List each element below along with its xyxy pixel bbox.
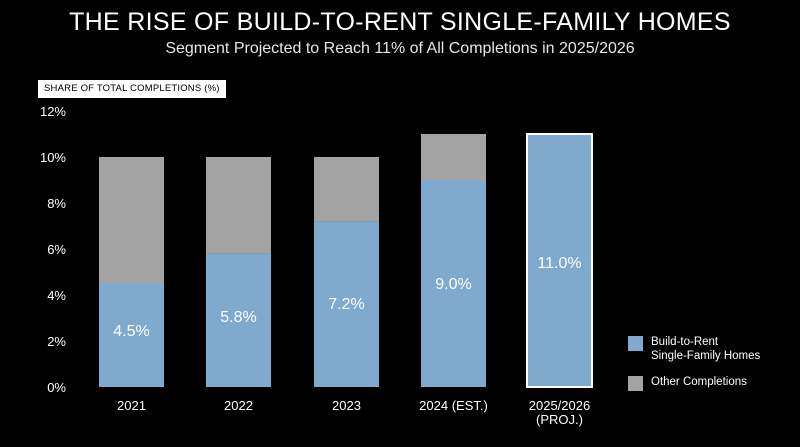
- data-label: 9.0%: [435, 276, 471, 293]
- x-tick-label: 2022: [224, 398, 253, 413]
- data-label: 4.5%: [113, 323, 149, 340]
- legend-label-build-to-rent: Build-to-Rent Single-Family Homes: [651, 336, 761, 362]
- data-label: 7.2%: [328, 296, 364, 313]
- y-tick-label: 10%: [40, 150, 66, 165]
- x-tick-label: 2021: [117, 398, 146, 413]
- y-axis: 0% 2% 4% 6% 8% 10% 12%: [40, 104, 66, 395]
- bar-build-to-rent: [421, 180, 486, 387]
- bar-other-completions: [421, 134, 486, 180]
- bar-other-completions: [206, 157, 271, 254]
- y-tick-label: 0%: [47, 380, 66, 395]
- data-labels: 4.5% 5.8% 7.2% 9.0% 11.0%: [113, 255, 581, 340]
- data-label: 11.0%: [537, 255, 581, 272]
- x-axis: 2021 2022 2023 2024 (EST.) 2025/2026 (PROJ.): [117, 398, 590, 427]
- legend-swatch-build-to-rent: [628, 336, 643, 351]
- y-tick-label: 8%: [47, 196, 66, 211]
- y-tick-label: 12%: [40, 104, 66, 119]
- legend-item-build-to-rent: Build-to-Rent Single-Family Homes: [628, 335, 798, 363]
- bar-build-to-rent: [314, 221, 379, 387]
- chart-title: THE RISE OF BUILD-TO-RENT SINGLE-FAMILY …: [69, 8, 731, 36]
- bar-build-to-rent: [99, 283, 164, 387]
- bars: [99, 133, 593, 388]
- x-tick-label: 2023: [332, 398, 361, 413]
- legend-label-other: Other Completions: [651, 376, 747, 388]
- y-tick-label: 2%: [47, 334, 66, 349]
- bar-build-to-rent: [526, 133, 593, 388]
- bar-build-to-rent: [206, 253, 271, 387]
- legend-item-other: Other Completions: [628, 375, 798, 391]
- y-axis-label: SHARE OF TOTAL COMPLETIONS (%): [38, 80, 226, 98]
- x-tick-label: 2024 (EST.): [419, 398, 488, 413]
- data-label: 5.8%: [220, 309, 256, 326]
- bar-other-completions: [314, 157, 379, 222]
- x-tick-label: 2025/2026 (PROJ.): [529, 398, 590, 427]
- chart-subtitle: Segment Projected to Reach 11% of All Co…: [165, 40, 635, 57]
- y-tick-label: 6%: [47, 242, 66, 257]
- y-tick-label: 4%: [47, 288, 66, 303]
- legend: Build-to-Rent Single-Family Homes Other …: [628, 335, 798, 403]
- bar-other-completions: [99, 157, 164, 284]
- legend-swatch-other: [628, 376, 643, 391]
